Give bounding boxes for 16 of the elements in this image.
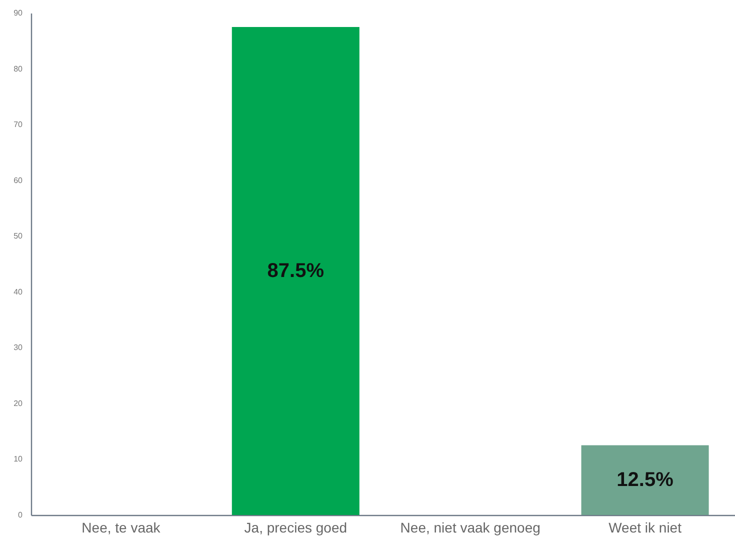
y-tick-label: 0 bbox=[18, 510, 24, 520]
x-tick-label: Ja, precies goed bbox=[244, 520, 348, 536]
y-tick-label: 60 bbox=[14, 176, 24, 185]
x-tick-label: Nee, niet vaak genoeg bbox=[400, 520, 540, 536]
y-tick-label: 90 bbox=[14, 8, 24, 18]
y-tick-label: 80 bbox=[14, 64, 24, 74]
x-tick-label: Nee, te vaak bbox=[82, 520, 162, 536]
y-tick-label: 10 bbox=[14, 454, 24, 464]
x-tick-label: Weet ik niet bbox=[608, 520, 682, 536]
y-tick-label: 20 bbox=[14, 398, 24, 408]
y-tick-label: 40 bbox=[14, 287, 24, 296]
y-tick-label: 30 bbox=[14, 343, 24, 352]
data-label: 12.5% bbox=[616, 469, 674, 492]
data-label: 87.5% bbox=[267, 260, 324, 282]
y-tick-label: 50 bbox=[14, 232, 24, 241]
y-tick-label: 70 bbox=[14, 120, 24, 130]
